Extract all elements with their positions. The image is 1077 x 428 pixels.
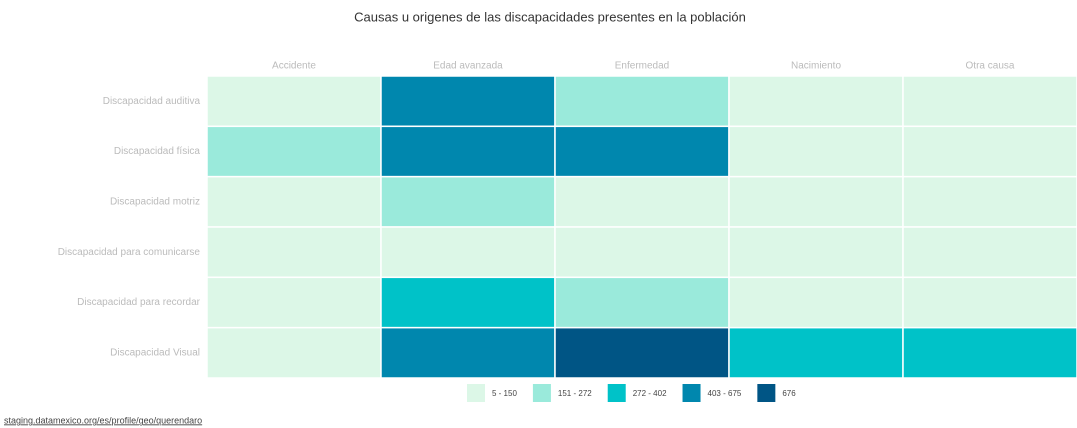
chart-title: Causas u origenes de las discapacidades … xyxy=(354,9,746,24)
heatmap-cell xyxy=(554,226,730,279)
heatmap-cell xyxy=(554,326,730,379)
heatmap-cell xyxy=(554,276,730,329)
heatmap-cell xyxy=(728,175,904,228)
source-link[interactable]: staging.datamexico.org/es/profile/geo/qu… xyxy=(4,415,202,425)
heatmap-cell xyxy=(206,75,382,128)
legend-swatch xyxy=(532,384,551,402)
heatmap-cell xyxy=(902,125,1077,178)
legend-label: 403 - 675 xyxy=(708,389,742,398)
y-tick-label: Discapacidad física xyxy=(114,146,201,157)
heatmap-cell xyxy=(728,125,904,178)
legend-swatch xyxy=(467,384,485,402)
heatmap-cell xyxy=(380,226,556,279)
heatmap-cell xyxy=(206,175,382,228)
heatmap-cell xyxy=(728,326,904,379)
heatmap-cell xyxy=(206,326,382,379)
heatmap-cell xyxy=(902,75,1077,128)
heatmap-cell xyxy=(902,226,1077,279)
y-tick-label: Discapacidad motriz xyxy=(110,196,200,207)
heatmap-cell xyxy=(728,276,904,329)
heatmap-cell xyxy=(380,326,556,379)
heatmap-cell xyxy=(380,125,556,178)
x-tick-label: Edad avanzada xyxy=(433,61,503,72)
heatmap-cell xyxy=(554,125,730,178)
y-tick-label: Discapacidad para comunicarse xyxy=(58,247,201,258)
y-tick-label: Discapacidad Visual xyxy=(110,347,200,358)
legend-label: 5 - 150 xyxy=(492,389,517,398)
heatmap-cell xyxy=(206,276,382,329)
y-tick-label: Discapacidad auditiva xyxy=(103,96,201,107)
legend-swatch xyxy=(607,384,626,402)
y-tick-label: Discapacidad para recordar xyxy=(77,297,201,308)
legend-swatch xyxy=(757,384,776,402)
heatmap-cell xyxy=(902,326,1077,379)
heatmap-cell xyxy=(380,276,556,329)
x-tick-label: Accidente xyxy=(272,61,316,72)
heatmap-cell xyxy=(380,75,556,128)
legend-label: 272 - 402 xyxy=(633,389,667,398)
heatmap-cell xyxy=(206,125,382,178)
heatmap-cell xyxy=(206,226,382,279)
x-tick-label: Nacimiento xyxy=(791,61,841,72)
heatmap-cell xyxy=(554,75,730,128)
x-tick-label: Enfermedad xyxy=(615,61,669,72)
x-tick-label: Otra causa xyxy=(966,61,1015,72)
heatmap-cell xyxy=(728,226,904,279)
legend-swatch xyxy=(682,384,701,402)
heatmap-cell xyxy=(728,75,904,128)
legend-label: 151 - 272 xyxy=(558,389,592,398)
heatmap-cell xyxy=(380,175,556,228)
legend-label: 676 xyxy=(782,389,796,398)
heatmap-cell xyxy=(902,276,1077,329)
heatmap-cell xyxy=(902,175,1077,228)
heatmap-cell xyxy=(554,175,730,228)
